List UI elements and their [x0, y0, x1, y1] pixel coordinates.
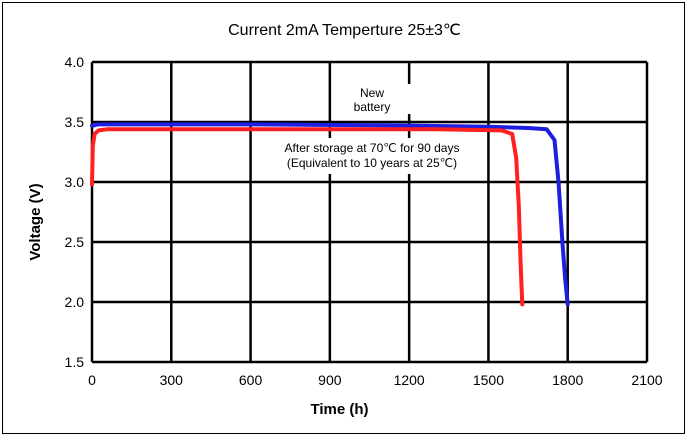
series-line-new-battery — [90, 122, 570, 307]
annotation-new-battery: New — [360, 86, 384, 100]
x-tick-label: 2100 — [631, 372, 662, 388]
x-tick-label: 900 — [318, 372, 342, 388]
x-tick-label: 1200 — [394, 372, 425, 388]
x-tick-label: 1800 — [552, 372, 583, 388]
y-tick-label: 3.0 — [65, 174, 85, 190]
annotation-after-storage: After storage at 70℃ for 90 days — [285, 141, 460, 155]
x-tick-label: 0 — [88, 372, 96, 388]
annotation-new-battery-bg — [337, 84, 411, 114]
y-tick-label: 2.5 — [65, 234, 85, 250]
y-tick-label: 3.5 — [65, 114, 85, 130]
x-tick-label: 600 — [239, 372, 263, 388]
annotation-after-storage: (Equivalent to 10 years at 25℃) — [287, 156, 457, 170]
y-axis-label: Voltage (V) — [27, 183, 44, 260]
annotation-new-battery: battery — [354, 100, 391, 114]
chart-title: Current 2mA Temperture 25±3℃ — [228, 22, 461, 39]
x-axis-label: Time (h) — [310, 401, 368, 418]
x-tick-label: 1500 — [473, 372, 504, 388]
annotation-after-storage-bg — [262, 138, 484, 174]
y-tick-label: 2.0 — [65, 294, 85, 310]
series-line-after-storage — [90, 127, 525, 307]
x-tick-label: 300 — [160, 372, 184, 388]
y-tick-label: 1.5 — [65, 354, 85, 370]
y-tick-label: 4.0 — [65, 54, 85, 70]
